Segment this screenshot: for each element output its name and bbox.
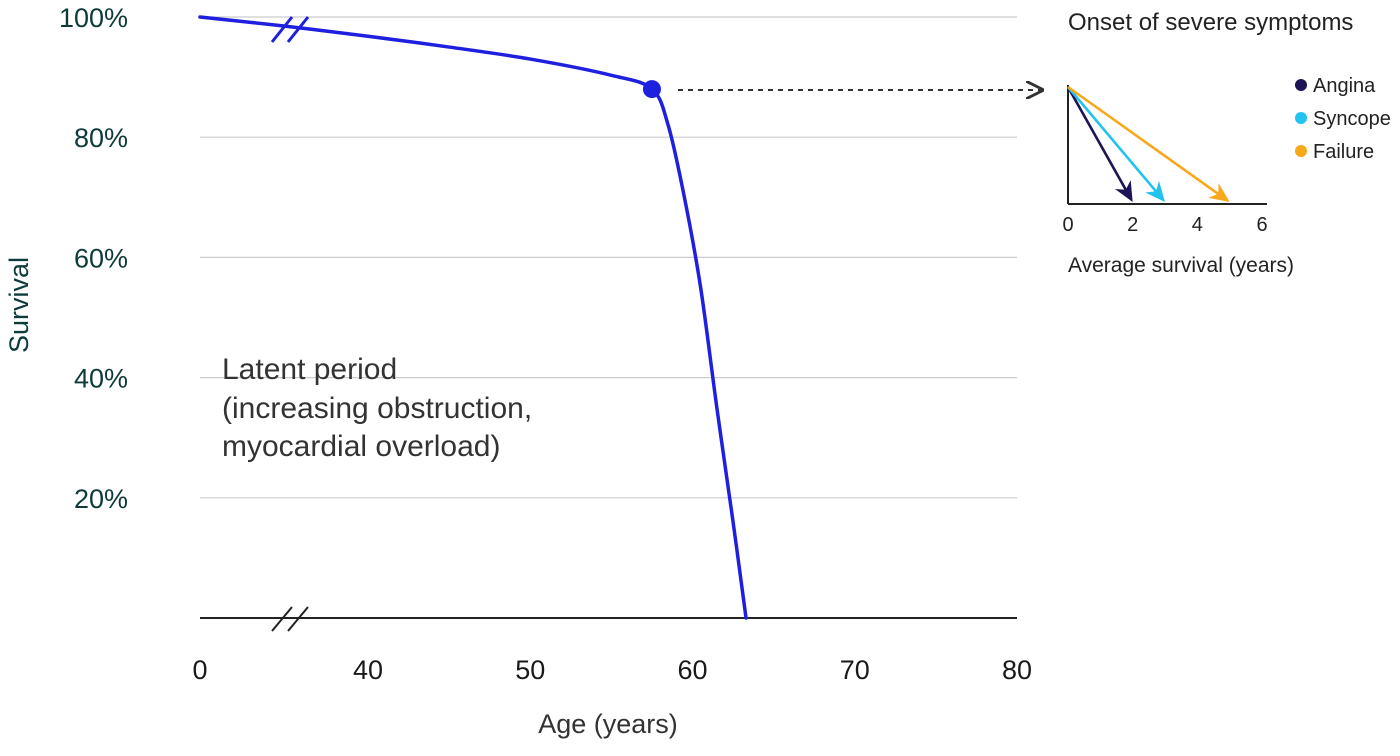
legend-label-syncope: Syncope <box>1313 108 1391 130</box>
y-tick-label: 80% <box>74 123 128 153</box>
arrow-head <box>1208 183 1230 202</box>
annotation-line-3: myocardial overload) <box>222 430 500 463</box>
y-tick-label: 40% <box>74 364 128 394</box>
inset-x-axis-title: Average survival (years) <box>1068 254 1294 277</box>
legend-swatch-failure <box>1295 145 1307 157</box>
onset-inset-chart: Onset of severe symptoms 0 2 4 6 Angina Sync… <box>1062 9 1390 277</box>
legend-swatch-syncope <box>1295 112 1307 124</box>
inset-arrow-failure <box>1067 85 1230 202</box>
x-tick-labels: 0 40 50 60 70 80 <box>192 655 1032 685</box>
inset-tick-label: 6 <box>1256 214 1267 236</box>
y-tick-labels: 20% 40% 60% 80% 100% <box>59 3 128 514</box>
y-tick-label: 100% <box>59 3 128 33</box>
inset-tick-label: 2 <box>1127 214 1138 236</box>
inset-tick-labels: 0 2 4 6 <box>1062 214 1267 236</box>
y-tick-label: 20% <box>74 484 128 514</box>
inset-tick-label: 0 <box>1062 214 1073 236</box>
curve-break-mark <box>270 16 310 43</box>
legend-swatch-angina <box>1295 79 1307 91</box>
x-tick-label: 40 <box>353 655 383 685</box>
x-axis-break-mark <box>271 606 309 632</box>
arrow-shaft <box>1067 86 1157 193</box>
inset-tick-label: 4 <box>1192 214 1203 236</box>
x-tick-label: 70 <box>840 655 870 685</box>
x-tick-label: 80 <box>1002 655 1032 685</box>
grid-lines <box>200 16 1017 499</box>
annotation-line-1: Latent period <box>222 353 397 386</box>
inset-arrows <box>1066 85 1230 202</box>
legend: Angina Syncope Failure <box>1295 75 1391 163</box>
x-tick-label: 0 <box>192 655 207 685</box>
inset-arrow-angina <box>1066 86 1133 202</box>
annotation-line-2: (increasing obstruction, <box>222 392 532 425</box>
inset-title: Onset of severe symptoms <box>1068 9 1353 36</box>
y-tick-label: 60% <box>74 243 128 273</box>
x-tick-label: 60 <box>677 655 707 685</box>
legend-label-angina: Angina <box>1313 75 1376 97</box>
latent-period-annotation: Latent period (increasing obstruction, m… <box>222 353 541 463</box>
arrow-head <box>1145 180 1165 202</box>
x-tick-label: 50 <box>515 655 545 685</box>
y-axis-title: Survival <box>4 257 34 353</box>
arrow-head <box>1115 180 1133 202</box>
legend-label-failure: Failure <box>1313 141 1374 163</box>
symptom-onset-marker <box>642 80 661 99</box>
arrow-shaft <box>1067 85 1220 195</box>
inset-arrow-syncope <box>1067 86 1165 202</box>
survival-curve <box>198 15 748 620</box>
arrow-shaft <box>1066 86 1127 191</box>
x-axis-title: Age (years) <box>538 709 678 739</box>
